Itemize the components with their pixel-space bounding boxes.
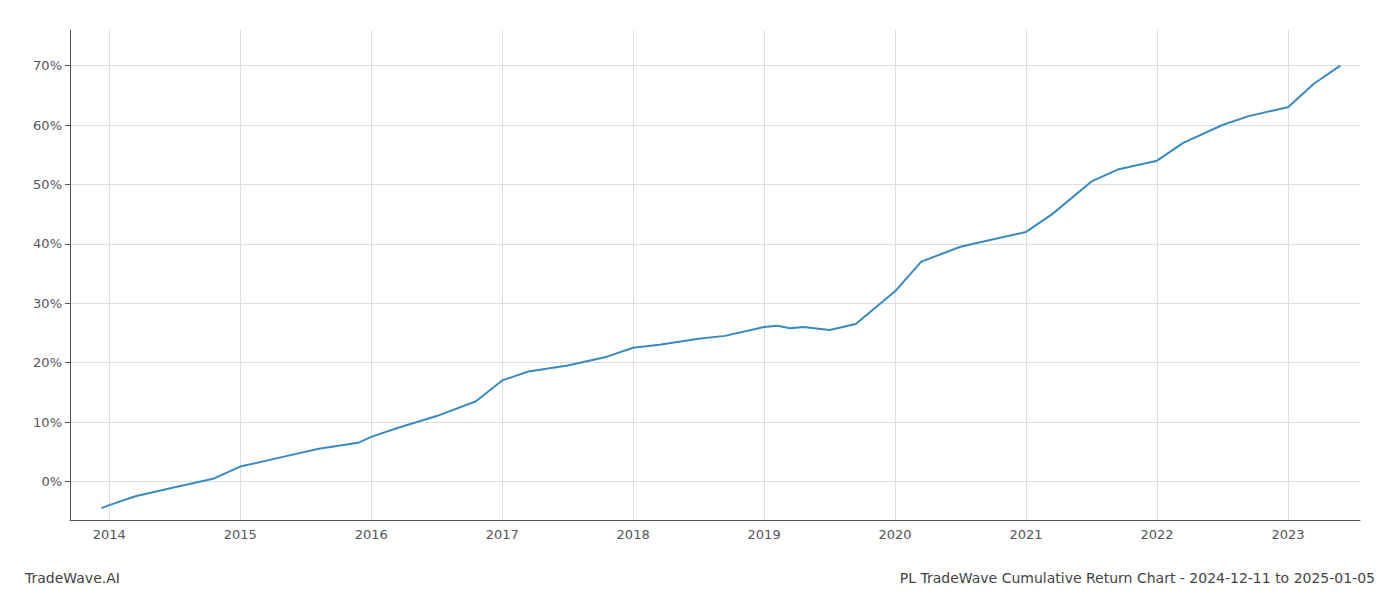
- svg-text:0%: 0%: [41, 474, 62, 489]
- svg-text:70%: 70%: [33, 58, 62, 73]
- svg-text:2018: 2018: [617, 527, 650, 542]
- svg-text:20%: 20%: [33, 355, 62, 370]
- svg-text:2019: 2019: [748, 527, 781, 542]
- svg-text:50%: 50%: [33, 177, 62, 192]
- svg-text:10%: 10%: [33, 415, 62, 430]
- svg-text:2020: 2020: [879, 527, 912, 542]
- svg-text:40%: 40%: [33, 236, 62, 251]
- svg-text:2021: 2021: [1009, 527, 1042, 542]
- svg-text:30%: 30%: [33, 296, 62, 311]
- svg-text:2015: 2015: [224, 527, 257, 542]
- svg-text:2022: 2022: [1140, 527, 1173, 542]
- svg-text:2023: 2023: [1271, 527, 1304, 542]
- svg-text:TradeWave.AI: TradeWave.AI: [24, 570, 120, 586]
- svg-text:2014: 2014: [93, 527, 126, 542]
- svg-text:2016: 2016: [355, 527, 388, 542]
- svg-text:2017: 2017: [486, 527, 519, 542]
- svg-text:PL TradeWave Cumulative Return: PL TradeWave Cumulative Return Chart - 2…: [900, 570, 1375, 586]
- svg-text:60%: 60%: [33, 118, 62, 133]
